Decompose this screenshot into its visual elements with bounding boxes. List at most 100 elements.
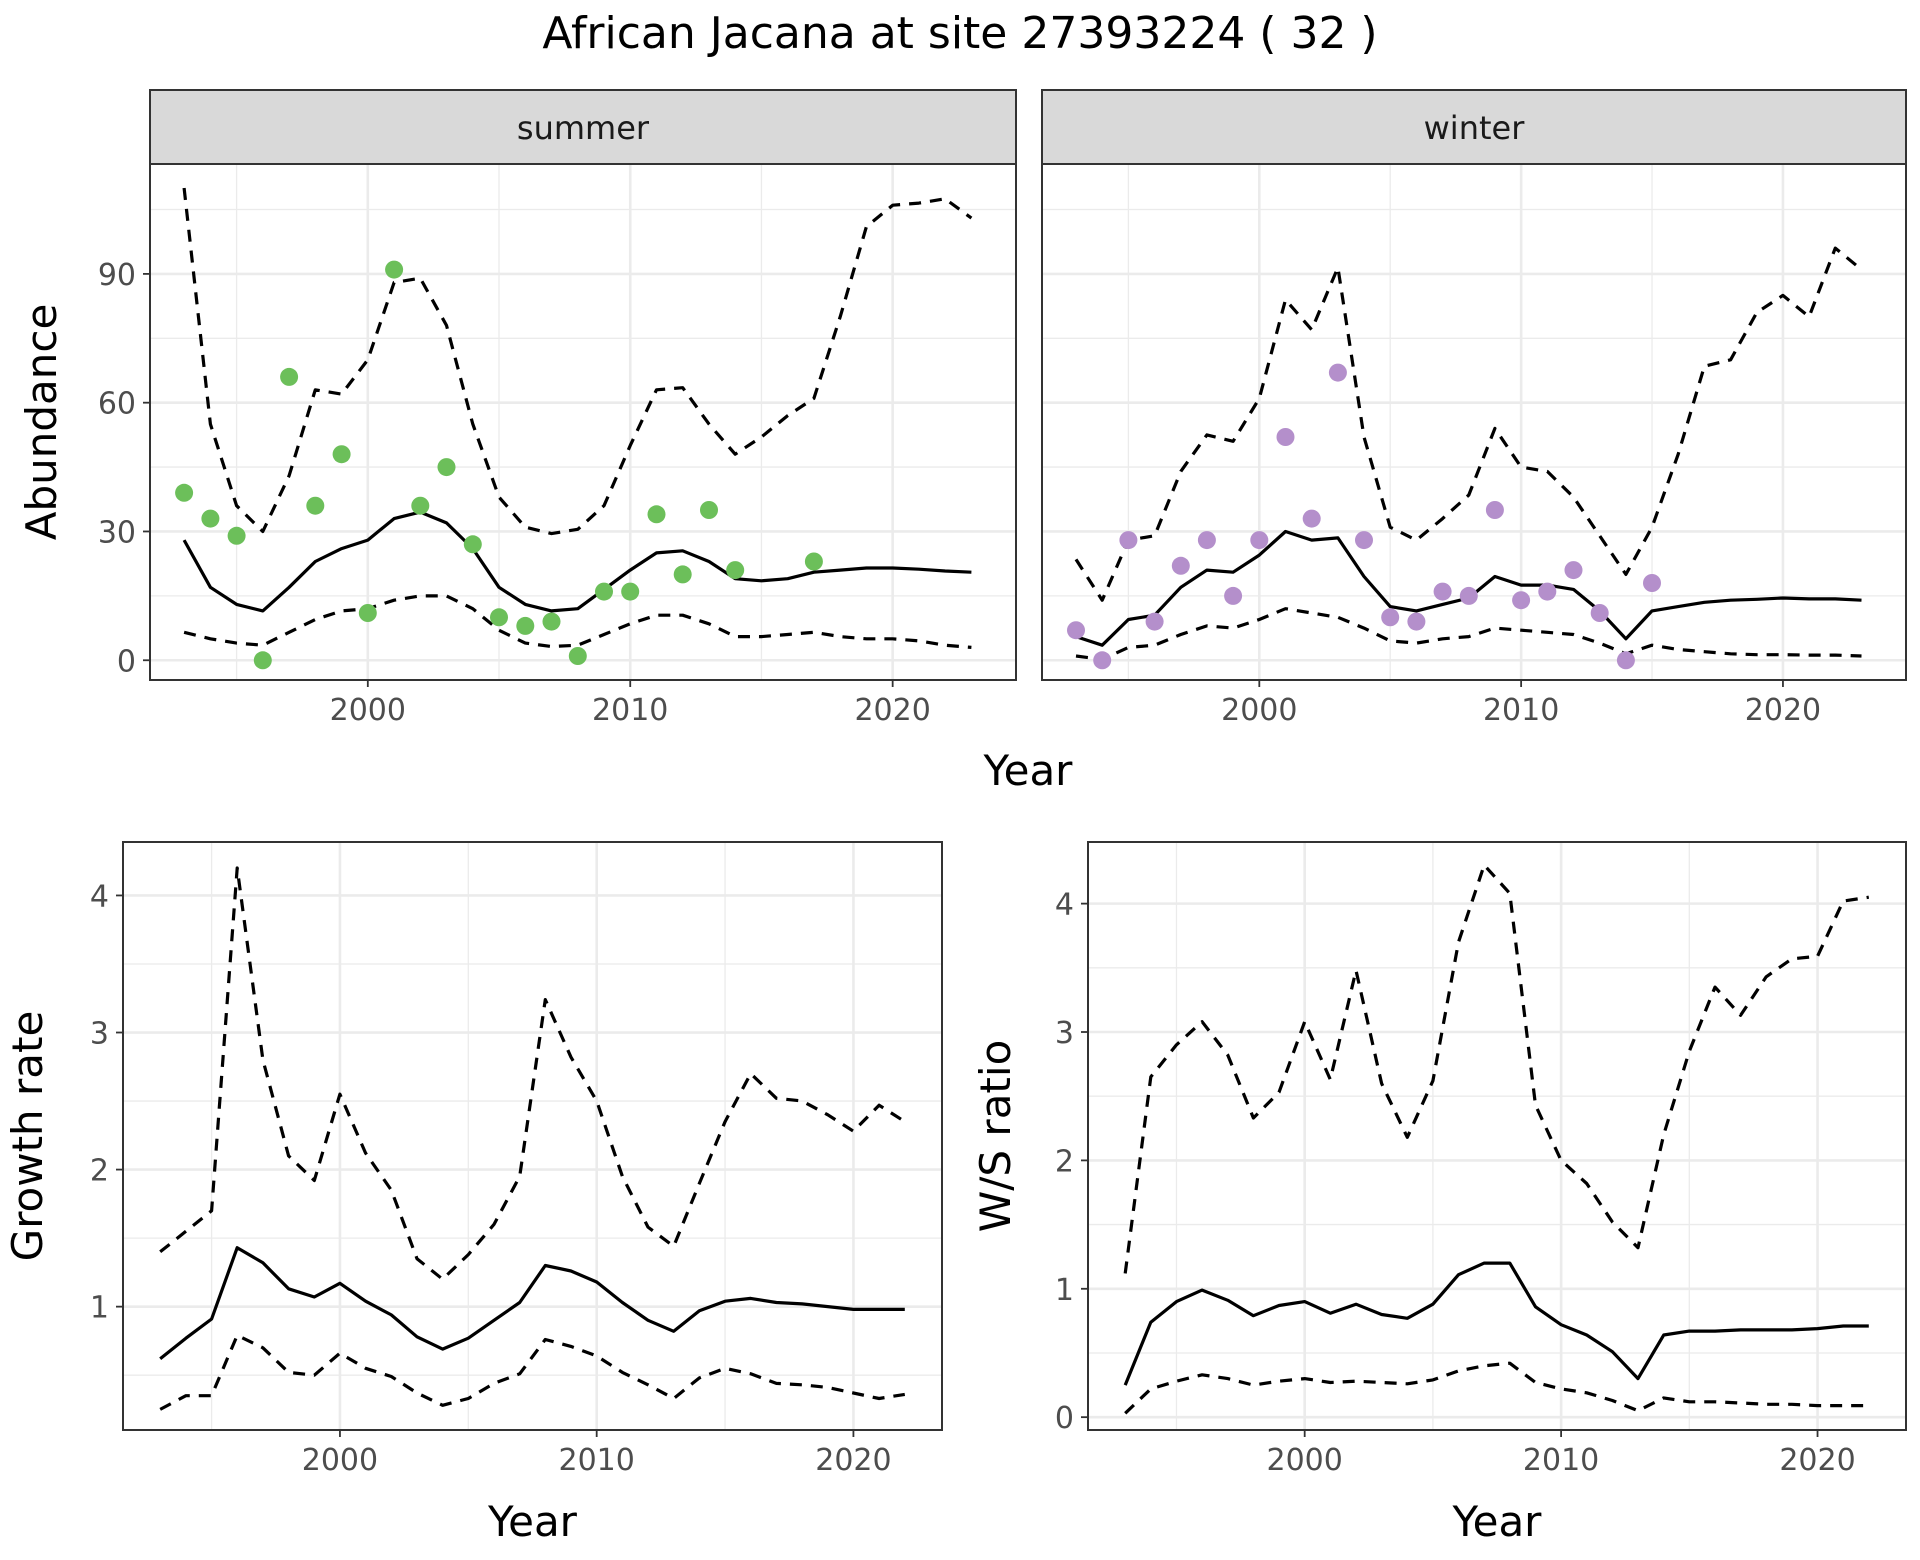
observed-point [280,367,299,386]
observed-point [1459,586,1478,605]
observed-point [1328,363,1347,382]
observed-point [700,501,718,519]
observed-point [437,458,456,477]
upper-bound-line [1123,863,1870,1274]
lower-bound-line [1124,1361,1869,1415]
observed-point [463,535,482,554]
observed-point [1564,561,1583,580]
x-tick-label: 2020 [1779,1443,1855,1478]
facet-strip-label: summer [517,109,650,147]
panel-border [1041,163,1907,681]
x-tick-label: 2020 [854,693,930,728]
x-tick-label: 2010 [1483,693,1559,728]
figure-title: African Jacana at site 27393224 ( 32 ) [542,8,1377,59]
observed-point [647,505,666,524]
lower-bound-line [159,1333,906,1411]
observed-point [1355,531,1373,550]
observed-point [1616,651,1635,670]
upper-bound-line [1074,246,1863,602]
observed-point [1119,531,1138,550]
observed-point [1276,428,1295,446]
observed-point [1093,651,1112,670]
observed-point [1224,586,1243,605]
x-axis-title: Year [983,746,1074,795]
panel-background [1088,842,1906,1430]
observed-point [1433,582,1452,601]
observed-point [490,608,508,627]
panel-border [149,163,1017,681]
observed-point [1512,591,1531,610]
y-tick-label: 4 [90,879,109,914]
observed-point [227,526,246,545]
observed-point [201,509,220,528]
mean-line [1123,1261,1869,1386]
ws-ratio-plot: 2000 2010 2020 0 1 2 3 4 Year W/S ratio [971,841,1907,1546]
y-tick-label: 0 [1055,1401,1074,1436]
observed-point [1302,509,1321,528]
observed-point [332,445,351,464]
observed-point [175,483,194,502]
y-tick-label: 3 [1055,1016,1074,1051]
observed-point [1197,531,1216,550]
observed-point [1538,582,1557,601]
y-tick-label: 2 [90,1154,109,1189]
y-tick-label: 30 [98,515,136,550]
y-tick-label: 60 [98,387,136,422]
y-tick-label: 0 [117,644,136,679]
observed-point [542,612,561,631]
x-tick-label: 2000 [302,1443,378,1478]
x-tick-label: 2010 [559,1443,635,1478]
observed-point [1250,531,1269,550]
observed-point [568,647,587,665]
observed-point [1381,608,1400,627]
upper-bound-line [182,187,973,536]
mean-line [159,1246,905,1360]
facet-strip-label: winter [1424,109,1526,147]
y-axis-title: Growth rate [3,1011,52,1262]
y-axis-title: W/S ratio [971,1040,1020,1233]
x-tick-label: 2020 [1745,693,1821,728]
observed-point [1171,556,1190,575]
x-tick-label: 2010 [1523,1443,1599,1478]
observed-point [358,604,377,622]
observed-point [306,496,325,515]
y-axis-title: Abundance [17,304,66,541]
x-axis-title: Year [487,1497,578,1546]
observed-point [1407,612,1426,631]
y-tick-label: 4 [1055,888,1074,923]
x-tick-label: 2000 [330,693,406,728]
observed-point [1067,621,1085,640]
x-tick-label: 2020 [815,1443,891,1478]
y-tick-label: 1 [1055,1273,1074,1308]
mean-line [182,510,972,613]
lower-bound-line [1075,607,1862,661]
panel-border [122,841,943,1431]
abundance-panel-summer: summer 2000 2010 2020 0 30 60 90 [98,89,1017,728]
observed-point [1145,612,1164,631]
upper-bound-line [159,866,906,1281]
abundance-panel-winter: winter 2000 2010 2020 [1041,89,1907,728]
panel-background [123,842,942,1430]
y-tick-label: 3 [90,1017,109,1052]
facet-strip [1041,89,1907,165]
observed-point [385,260,404,279]
observed-point [1643,574,1661,592]
growth-rate-plot: 2000 2010 2020 1 2 3 4 Year Growth rate [3,841,943,1546]
x-tick-label: 2000 [1221,693,1297,728]
y-tick-label: 90 [98,258,136,293]
observed-point [673,565,692,584]
x-tick-label: 2000 [1267,1443,1343,1478]
observed-point [253,651,272,670]
observed-point [1590,604,1609,622]
x-tick-label: 2010 [592,693,668,728]
observed-point [516,616,535,635]
observed-point [411,496,430,515]
observed-point [621,582,640,601]
observed-point [1485,501,1504,519]
panel-border [1087,841,1907,1431]
y-tick-label: 1 [90,1291,109,1326]
facet-strip [149,89,1017,165]
observed-point [595,582,613,601]
